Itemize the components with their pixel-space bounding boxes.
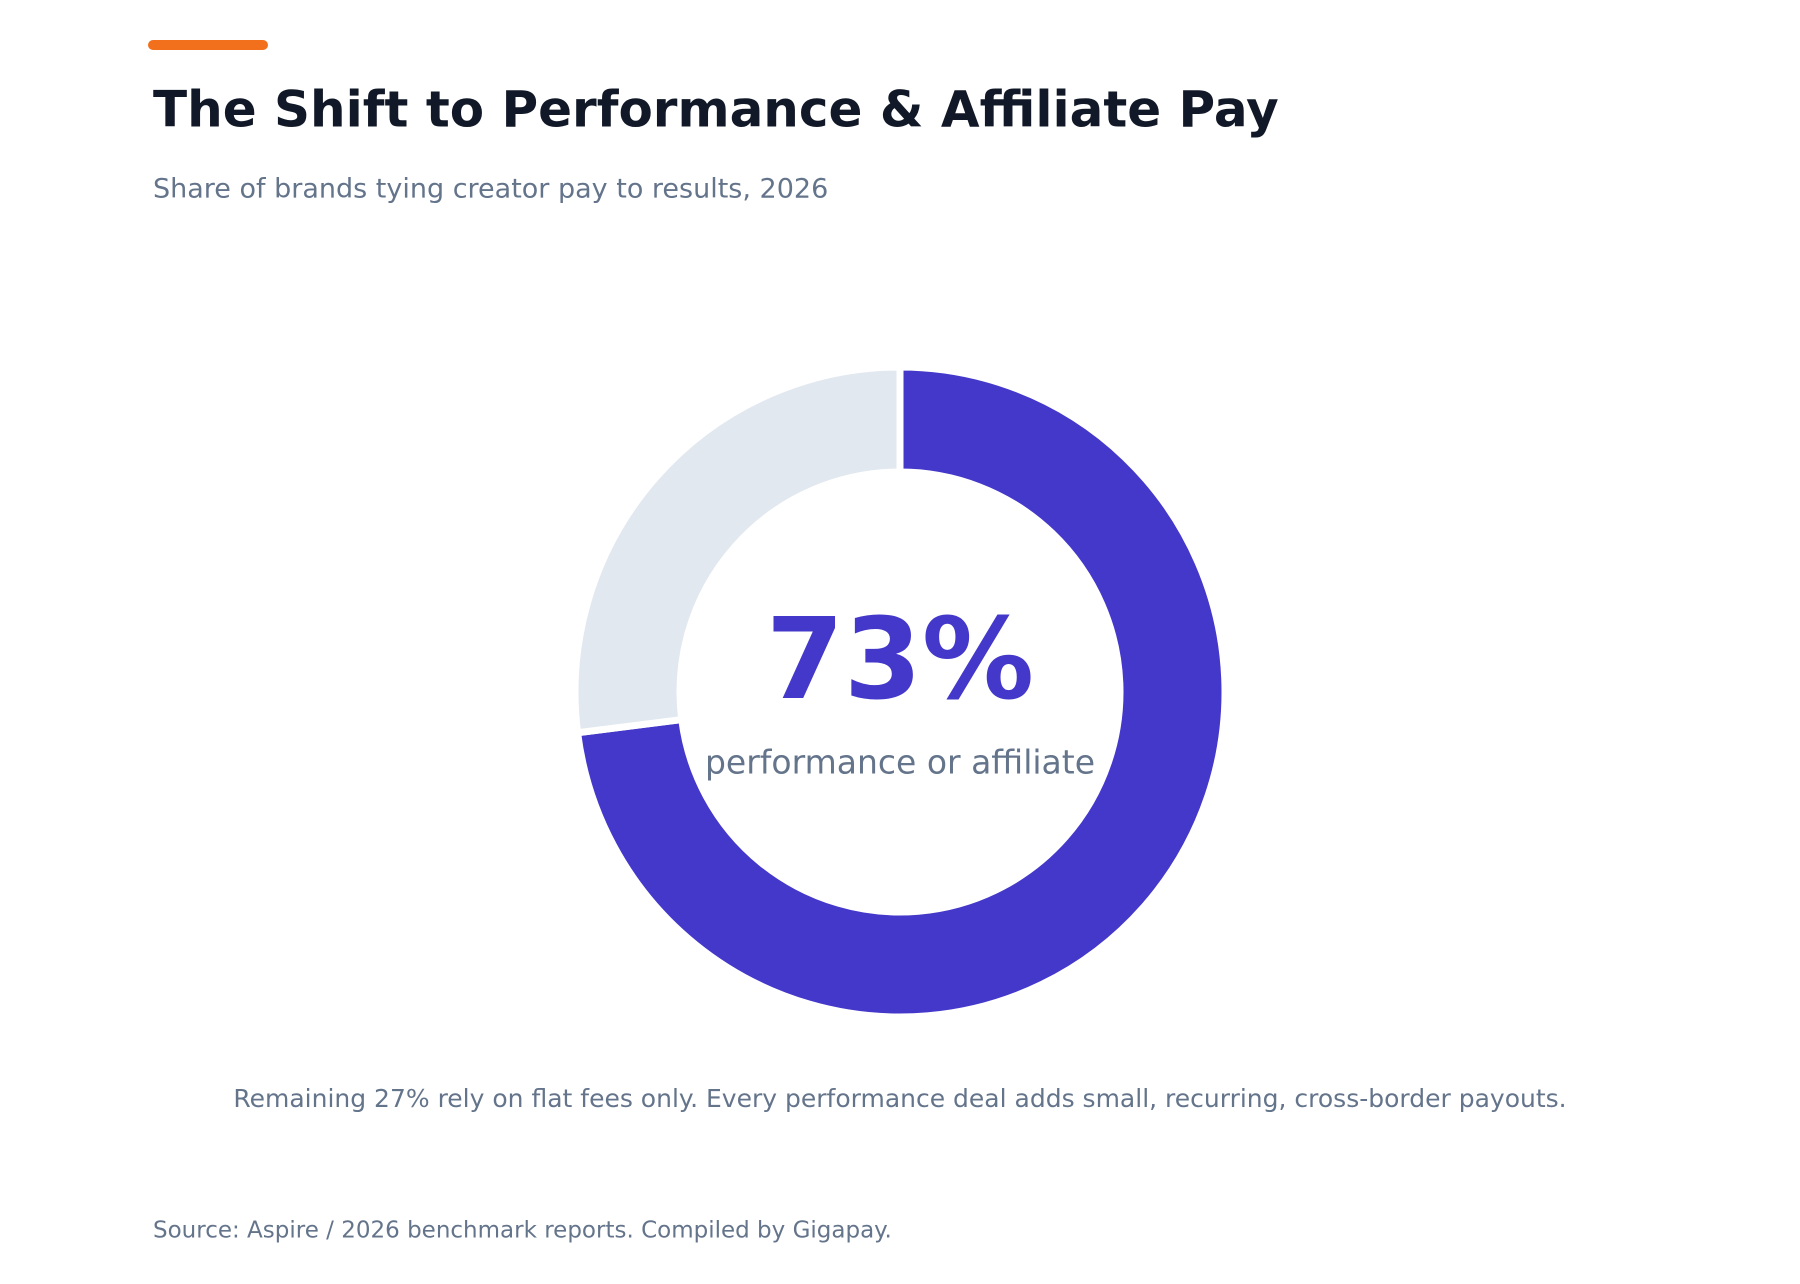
donut-slice (571, 363, 904, 737)
note: Remaining 27% rely on flat fees only. Ev… (233, 1084, 1566, 1113)
center-value: 73% (766, 595, 1034, 725)
source: Source: Aspire / 2026 benchmark reports.… (153, 1218, 892, 1244)
chart-title: The Shift to Performance & Affiliate Pay (153, 81, 1279, 139)
center-label: performance or affiliate (705, 743, 1095, 782)
chart-subtitle: Share of brands tying creator pay to res… (153, 174, 828, 205)
accent-bar (148, 40, 268, 50)
donut-slice (573, 363, 1229, 1021)
